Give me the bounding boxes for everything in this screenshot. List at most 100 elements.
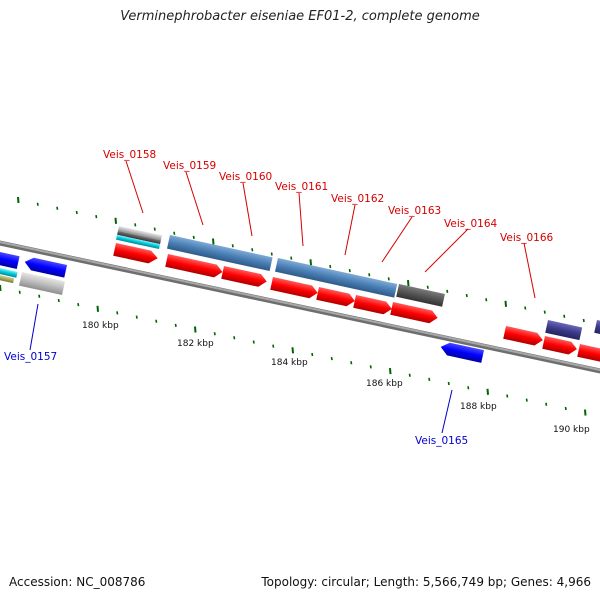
feature-0159-steelblue[interactable]: [167, 235, 273, 272]
tick-mark: [231, 244, 234, 248]
tick-mark: [36, 202, 39, 206]
tick-mark: [96, 305, 99, 312]
feature-0157-reverse[interactable]: [23, 256, 68, 278]
tick-mark: [426, 285, 429, 289]
tick-mark: [309, 259, 312, 266]
gene-label-veis-0165[interactable]: Veis_0165: [415, 435, 468, 447]
feature-0166-forward-b[interactable]: [542, 336, 578, 356]
feature-0157-silver[interactable]: [19, 272, 65, 296]
forward-gene-arrow[interactable]: [503, 326, 544, 347]
feature-0167-forward[interactable]: [577, 344, 600, 365]
feature-0161-forward[interactable]: [270, 277, 319, 300]
olive-feature[interactable]: [0, 274, 15, 284]
reverse-gene-arrow[interactable]: [23, 256, 68, 278]
gene-label-veis-0163[interactable]: Veis_0163: [388, 205, 441, 217]
tick-marks: [0, 196, 587, 416]
tick-mark: [192, 235, 195, 240]
accession-text: Accession: NC_008786: [9, 575, 146, 589]
topology-text: Topology: circular; Length: 5,566,749 bp…: [261, 575, 591, 589]
tick-mark: [584, 409, 587, 416]
tick-mark: [153, 227, 156, 231]
tick-mark: [447, 381, 450, 386]
tick-mark: [77, 302, 80, 307]
leader-line-0160: [242, 182, 253, 237]
tick-mark: [252, 340, 255, 344]
feature-reverse-left[interactable]: [0, 252, 20, 269]
tick-mark: [116, 311, 119, 315]
tick-mark: [350, 361, 353, 365]
feature-0161-steelblue[interactable]: [275, 258, 398, 298]
tick-label-188: 188 kbp: [460, 402, 497, 412]
tick-mark: [290, 256, 293, 260]
gene-label-veis-0158[interactable]: Veis_0158: [103, 149, 156, 161]
tick-mark: [368, 273, 371, 277]
slate-feature[interactable]: [545, 320, 583, 341]
feature-0159-forward[interactable]: [165, 254, 223, 279]
feature-0160-forward[interactable]: [221, 266, 268, 288]
tick-mark: [348, 268, 351, 273]
silver-feature[interactable]: [19, 272, 65, 296]
gene-label-veis-0166[interactable]: Veis_0166: [500, 232, 554, 244]
forward-gene-arrow[interactable]: [113, 243, 159, 265]
gene-label-veis-0159[interactable]: Veis_0159: [163, 160, 216, 172]
silver-feature[interactable]: [117, 226, 162, 241]
forward-gene-arrow[interactable]: [221, 266, 268, 288]
tick-mark: [407, 280, 410, 287]
tick-mark: [389, 368, 392, 375]
feature-0166-slate[interactable]: [545, 320, 583, 341]
tick-mark: [564, 406, 567, 411]
gene-label-veis-0164[interactable]: Veis_0164: [444, 218, 498, 230]
feature-0165-reverse[interactable]: [439, 341, 485, 363]
gray-feature[interactable]: [117, 230, 161, 245]
cyan-feature[interactable]: [116, 234, 161, 250]
tick-mark: [506, 394, 509, 398]
forward-gene-arrow[interactable]: [353, 295, 393, 316]
tick-mark: [194, 326, 197, 333]
tick-mark: [467, 386, 470, 390]
tick-mark: [485, 298, 488, 302]
forward-gene-arrow[interactable]: [390, 302, 439, 325]
tick-mark: [486, 388, 489, 395]
feature-0166-forward-a[interactable]: [503, 326, 544, 347]
tick-label-184: 184 kbp: [271, 358, 308, 368]
feature-0163-forward[interactable]: [353, 295, 393, 316]
forward-gene-arrow[interactable]: [542, 336, 578, 356]
tick-mark: [173, 231, 176, 235]
gene-label-veis-0160[interactable]: Veis_0160: [219, 171, 272, 183]
tick-labels: 180 kbp 182 kbp 184 kbp 186 kbp 188 kbp …: [82, 321, 590, 435]
gene-features: [0, 226, 600, 365]
feature-0158-stack[interactable]: [116, 226, 162, 250]
feature-0158-forward[interactable]: [113, 243, 159, 265]
forward-gene-arrow[interactable]: [316, 287, 356, 308]
leader-line-0166: [523, 242, 536, 299]
reverse-gene-arrow[interactable]: [0, 252, 20, 269]
gray-feature[interactable]: [396, 284, 445, 307]
tick-mark: [582, 318, 585, 323]
forward-gene-arrow[interactable]: [165, 254, 223, 279]
feature-0164-forward[interactable]: [390, 302, 439, 325]
feature-cyan-left[interactable]: [0, 268, 18, 284]
gene-label-veis-0161[interactable]: Veis_0161: [275, 181, 328, 193]
tick-mark: [311, 352, 314, 357]
forward-gene-arrow[interactable]: [577, 344, 600, 365]
gene-label-veis-0162[interactable]: Veis_0162: [331, 193, 384, 205]
cyan-feature[interactable]: [0, 268, 18, 278]
steelblue-feature[interactable]: [167, 235, 273, 272]
tick-label-190: 190 kbp: [553, 425, 590, 435]
slate-feature[interactable]: [594, 320, 600, 335]
gene-label-veis-0157[interactable]: Veis_0157: [4, 351, 57, 363]
tick-label-182: 182 kbp: [177, 339, 214, 349]
feature-edge-slate[interactable]: [594, 320, 600, 335]
leader-line-0161: [298, 192, 304, 247]
steelblue-feature[interactable]: [275, 258, 398, 298]
feature-0163-gray[interactable]: [396, 284, 445, 307]
label-leader-lines: [29, 160, 536, 434]
feature-0162-forward[interactable]: [316, 287, 356, 308]
tick-mark: [17, 196, 20, 204]
tick-mark: [135, 315, 138, 319]
tick-mark: [174, 323, 177, 328]
forward-gene-arrow[interactable]: [270, 277, 319, 300]
tick-mark: [38, 294, 41, 298]
reverse-gene-arrow[interactable]: [439, 341, 485, 363]
